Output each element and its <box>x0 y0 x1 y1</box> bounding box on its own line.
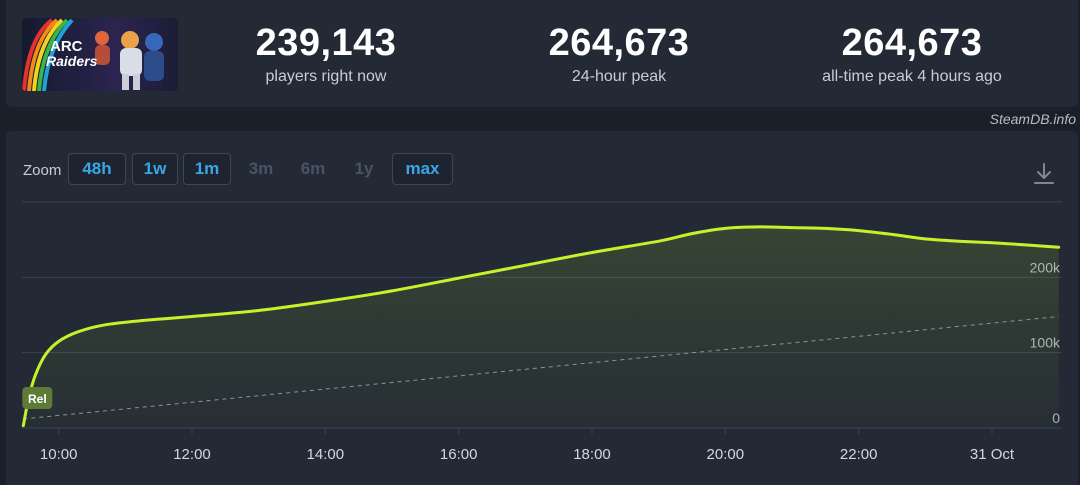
zoom-label: Zoom <box>23 162 62 179</box>
trend-dashed-line <box>23 316 1059 420</box>
stat-current-players: 239,143 players right now <box>196 22 456 86</box>
release-marker-label: Rel <box>28 392 47 406</box>
zoom-max-button[interactable]: max <box>392 153 453 185</box>
game-logo-image: ARC Raiders <box>22 18 178 91</box>
stat-current-players-label: players right now <box>265 68 387 85</box>
release-marker-badge <box>22 387 53 409</box>
players-series-line <box>21 225 1061 428</box>
x-tick-label: 20:00 <box>707 446 745 463</box>
stat-all-time-peak-label: all-time peak 4 hours ago <box>822 68 1002 85</box>
zoom-1m-button[interactable]: 1m <box>183 153 231 185</box>
x-tick-label: 12:00 <box>173 446 211 463</box>
x-tick-label: 10:00 <box>40 446 78 463</box>
game-logo[interactable]: ARC Raiders <box>22 18 178 91</box>
stat-all-time-peak: 264,673 all-time peak 4 hours ago <box>782 22 1042 86</box>
players-area-fill <box>23 226 1059 428</box>
stat-24h-peak-value: 264,673 <box>548 22 690 64</box>
stat-current-players-value: 239,143 <box>255 22 397 64</box>
stat-all-time-peak-value: 264,673 <box>841 22 983 64</box>
x-tick-label: 18:00 <box>573 446 611 463</box>
stats-panel <box>6 0 1078 107</box>
x-tick-label: 22:00 <box>840 446 878 463</box>
x-tick-label: 16:00 <box>440 446 478 463</box>
stat-24h-peak-label: 24-hour peak <box>571 68 667 85</box>
download-icon[interactable] <box>1030 160 1058 188</box>
zoom-1y-button[interactable]: 1y <box>354 159 374 178</box>
x-tick-label: 31 Oct <box>970 446 1015 463</box>
steamdb-watermark[interactable]: SteamDB.info <box>989 111 1076 127</box>
zoom-6m-button[interactable]: 6m <box>300 159 326 178</box>
logo-text-raiders: Raiders <box>46 53 98 69</box>
zoom-1w-button[interactable]: 1w <box>132 153 178 185</box>
logo-text-arc: ARC <box>50 38 83 55</box>
zoom-3m-button[interactable]: 3m <box>248 159 274 178</box>
zoom-48h-button[interactable]: 48h <box>68 153 126 185</box>
stat-24h-peak: 264,673 24-hour peak <box>489 22 749 86</box>
x-tick-label: 14:00 <box>307 446 345 463</box>
